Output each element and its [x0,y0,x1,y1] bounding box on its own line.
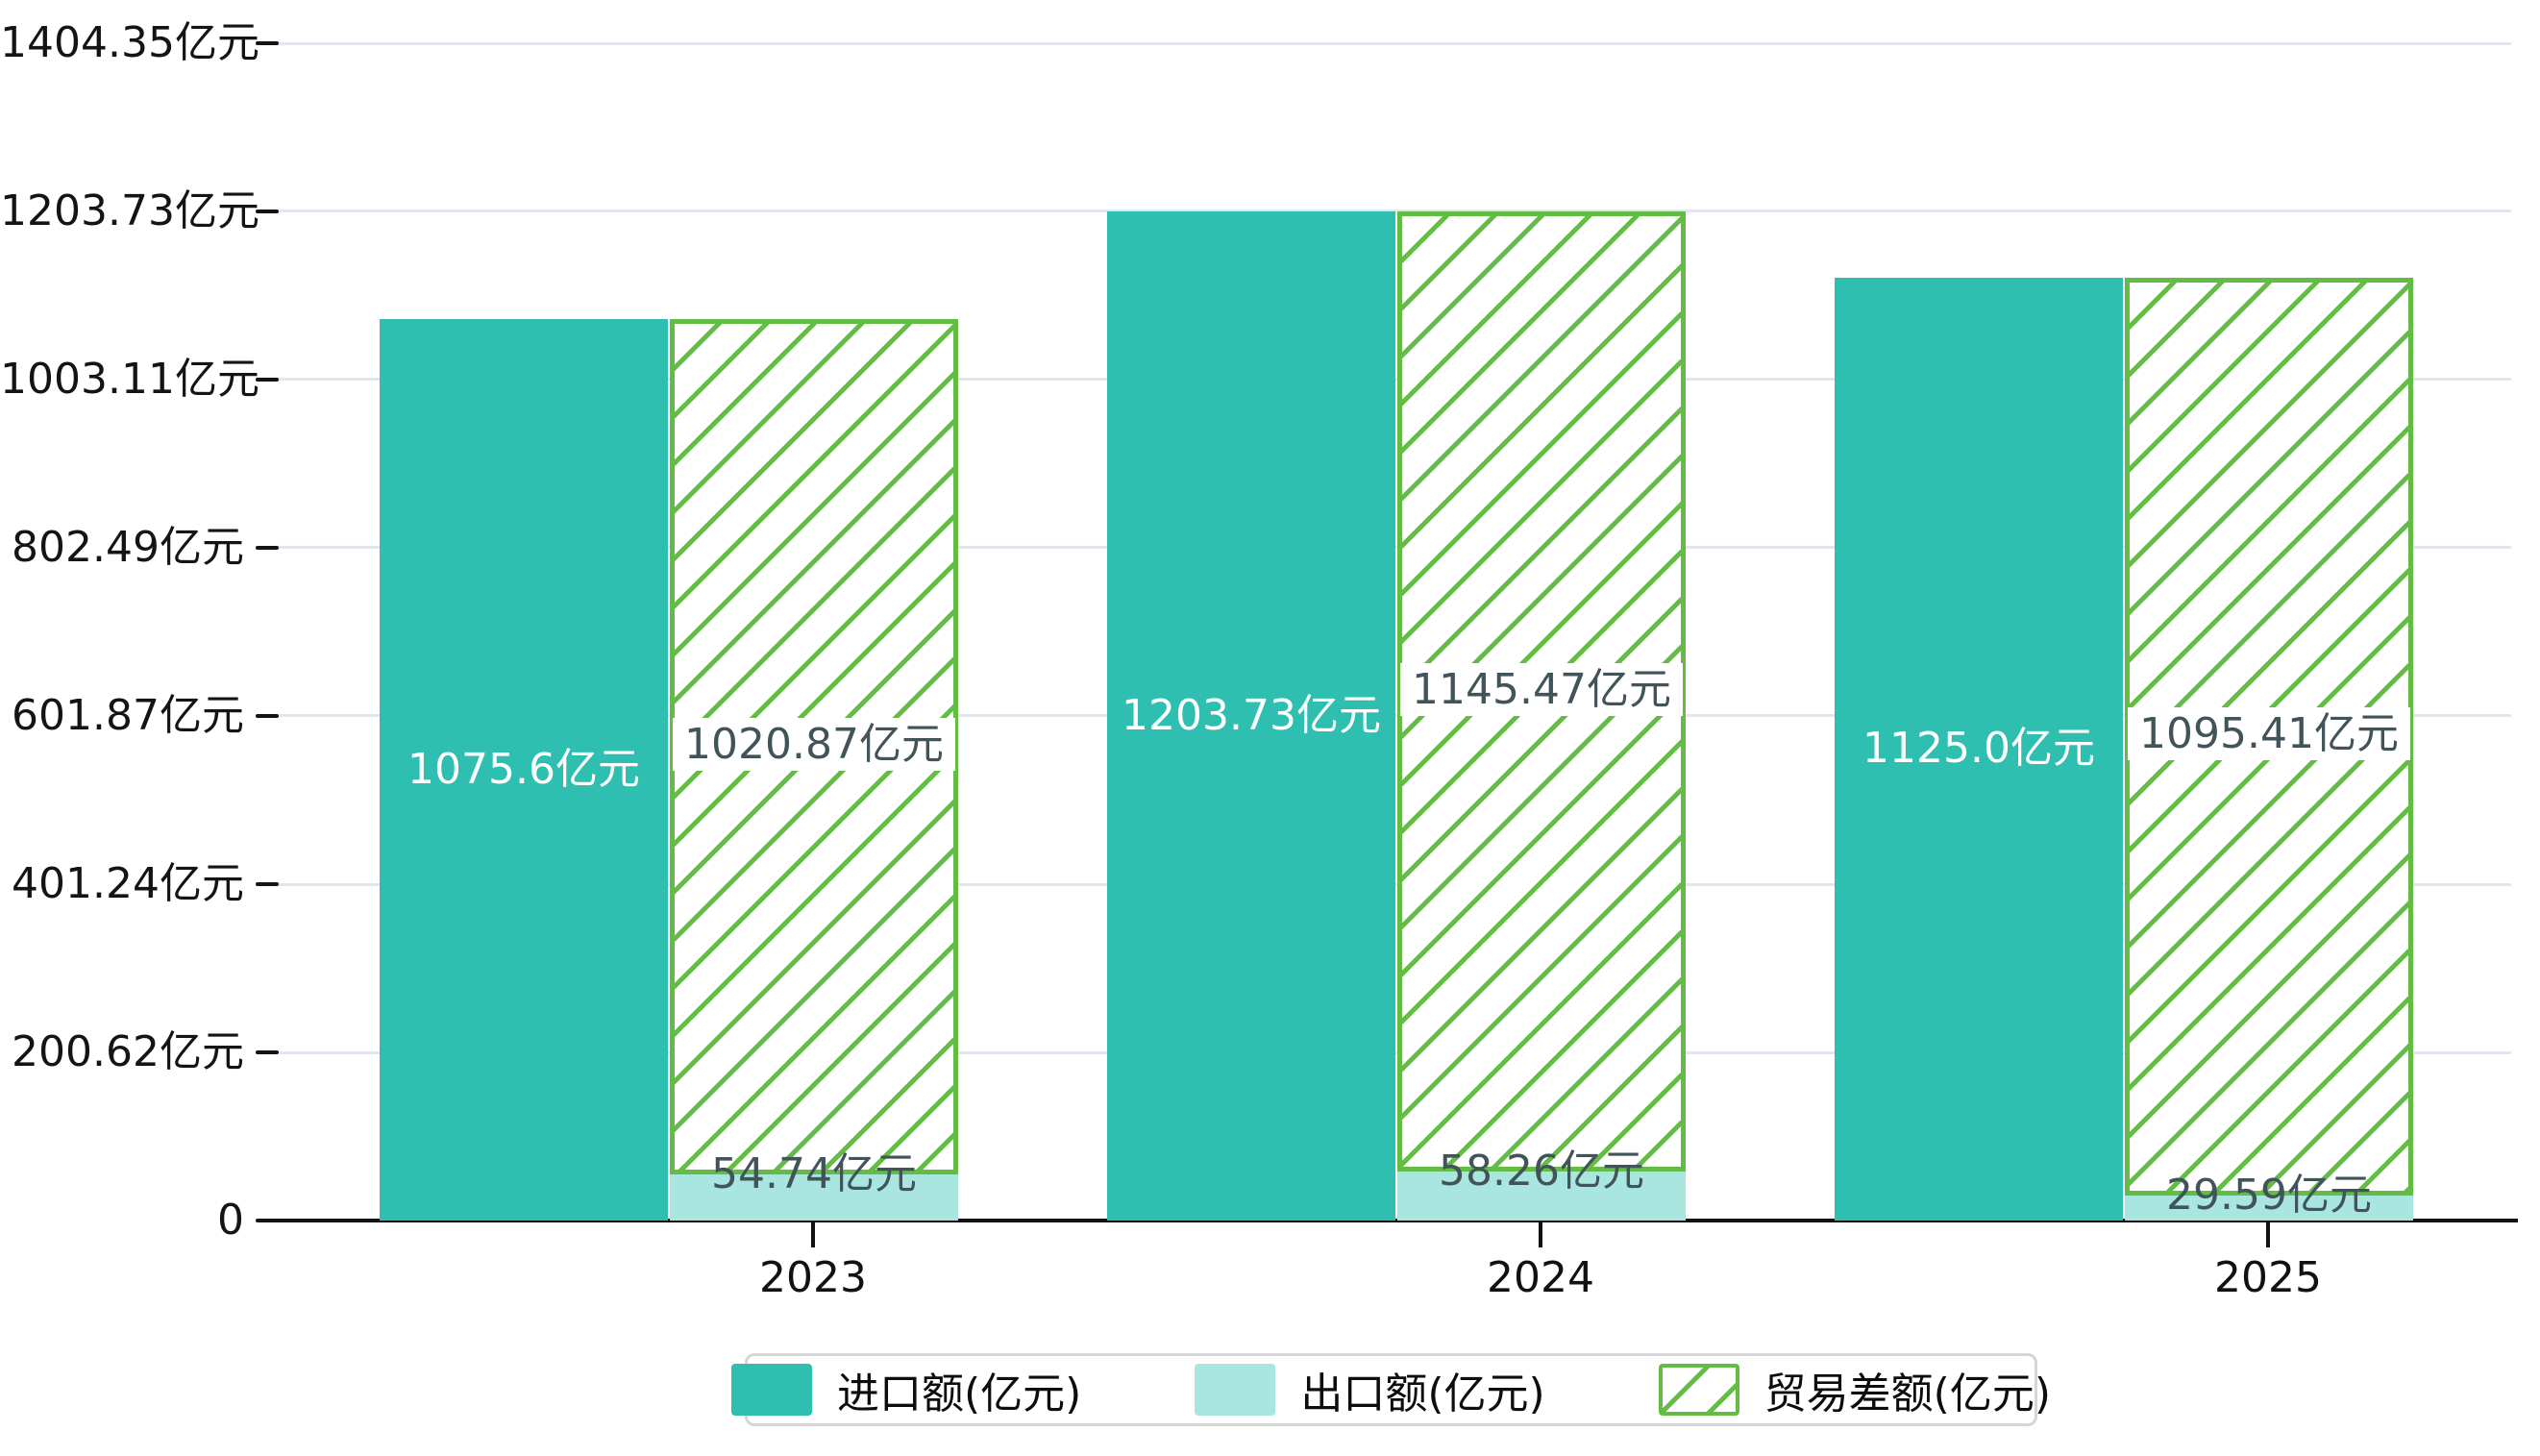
export-bar-2025 [2125,1196,2413,1221]
import-swatch-icon [730,1364,812,1416]
legend-item-import: 进口额(亿元) [730,1359,1082,1420]
legend: 进口额(亿元) 出口额(亿元) 贸易差额(亿元) [730,1353,2051,1426]
legend-item-export: 出口额(亿元) [1195,1359,1545,1420]
import-bar-label: 1125.0亿元 [1862,724,2095,774]
import-bar-2025 [1835,277,2123,1221]
trade-balance-label-text: 1020.87亿元 [673,718,955,771]
y-axis-tick-label: 1404.35亿元 [0,18,259,67]
y-axis-tick [256,209,279,213]
trade-balance-label-text: 1145.47亿元 [1400,662,1683,716]
y-axis-tick-label: 200.62亿元 [12,1027,244,1076]
trade-balance-bar-label: 1020.87亿元 [670,716,958,774]
export-bar-label: 54.74亿元 [711,1149,917,1199]
x-axis-tick [811,1222,815,1247]
y-axis-tick [256,377,279,382]
trade-balance-label-text: 1095.41亿元 [2128,707,2410,761]
y-axis-tick-label: 1003.11亿元 [0,354,259,404]
trade-balance-bar-label: 1095.41亿元 [2125,705,2413,763]
x-axis-line [262,1219,2518,1222]
x-axis-category-label: 2025 [2214,1253,2322,1302]
x-axis-tick [1539,1222,1542,1247]
y-axis-tick [256,882,279,886]
legend-label-import: 进口额(亿元) [836,1370,1082,1419]
y-axis-tick-label: 802.49亿元 [12,522,244,572]
y-axis-tick-label: 0 [217,1196,244,1245]
export-bar-2023 [670,1174,958,1221]
x-axis-category-label: 2023 [759,1253,867,1302]
y-axis-tick [256,41,279,45]
y-axis-tick [256,1050,279,1054]
trade-balance-bar-label: 1145.47亿元 [1397,661,1686,719]
y-axis-tick-label: 1203.73亿元 [0,185,259,235]
export-bar-label: 58.26亿元 [1439,1147,1644,1197]
y-axis-tick [256,713,279,718]
y-axis-tick-label: 601.87亿元 [12,690,244,740]
export-bar-label: 29.59亿元 [2166,1171,2372,1221]
legend-item-trade-balance: 贸易差额(亿元) [1658,1359,2052,1420]
export-bar-2024 [1397,1172,1686,1221]
legend-label-trade-balance: 贸易差额(亿元) [1763,1370,2052,1419]
x-axis-category-label: 2024 [1487,1253,1594,1302]
x-axis-tick [2266,1222,2270,1247]
export-swatch-icon [1195,1364,1276,1416]
y-axis-tick-label: 401.24亿元 [12,859,244,908]
gridline [279,41,2511,45]
trade-balance-swatch-icon [1658,1364,1739,1416]
import-bar-2023 [380,318,668,1221]
y-axis-tick [256,545,279,550]
import-bar-label: 1075.6亿元 [407,744,640,794]
import-bar-label: 1203.73亿元 [1122,690,1381,740]
import-bar-2024 [1107,210,1395,1221]
legend-label-export: 出口额(亿元) [1300,1370,1545,1419]
